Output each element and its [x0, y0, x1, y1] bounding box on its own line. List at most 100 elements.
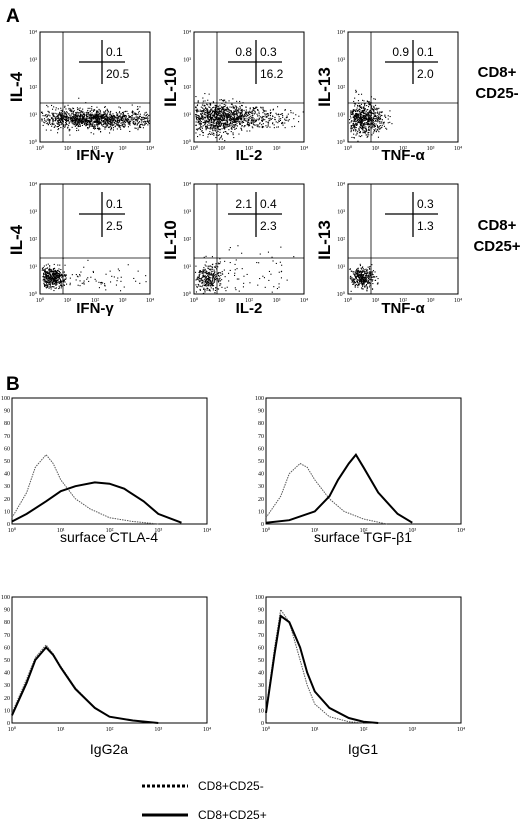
event-dot [364, 105, 366, 107]
event-dot [59, 112, 61, 114]
dotplot-ytick: 10⁴ [29, 30, 37, 36]
histogram-ctla4: surface CTLA-4 [11, 397, 208, 545]
event-dot [217, 117, 219, 119]
event-dot [60, 269, 62, 271]
event-dot [58, 287, 60, 289]
event-dot [280, 271, 282, 273]
event-dot [46, 281, 48, 283]
event-dot [362, 119, 364, 121]
event-dot [357, 105, 359, 107]
event-dot [104, 128, 106, 130]
event-dot [206, 127, 208, 129]
event-dot [370, 96, 372, 98]
hist-ytick: 50 [258, 459, 264, 465]
event-dot [381, 126, 383, 128]
event-dot [74, 115, 76, 117]
event-dot [232, 106, 234, 108]
event-dot [220, 283, 222, 285]
event-dot [367, 274, 369, 276]
event-dot [52, 273, 54, 275]
event-dot [49, 267, 51, 269]
event-dot [286, 279, 288, 281]
event-dot [45, 276, 47, 278]
event-dot [354, 127, 356, 129]
event-dot [373, 98, 375, 100]
event-dot [49, 121, 51, 123]
event-dot [43, 118, 45, 120]
event-dot [108, 123, 110, 125]
event-dot [143, 118, 145, 120]
event-dot [84, 119, 86, 121]
event-dot [236, 115, 238, 117]
event-dot [72, 107, 74, 109]
event-dot [223, 108, 225, 110]
event-dot [75, 121, 77, 123]
event-dot [362, 120, 364, 122]
event-dot [47, 285, 49, 287]
event-dot [225, 113, 227, 115]
event-dot [370, 125, 372, 127]
event-dot [380, 127, 382, 129]
event-dot [353, 121, 355, 123]
event-dot [262, 106, 264, 108]
event-dot [195, 284, 197, 286]
event-dot [103, 117, 105, 119]
event-dot [78, 120, 80, 122]
event-dot [260, 106, 262, 108]
event-dot [111, 122, 113, 124]
event-dot [229, 118, 231, 120]
event-dot [64, 278, 66, 280]
event-dot [359, 265, 361, 267]
event-dot [223, 119, 225, 121]
event-dot [280, 246, 282, 248]
event-dot [212, 289, 214, 291]
event-dot [139, 113, 141, 115]
event-dot [54, 281, 56, 283]
event-dot [45, 114, 47, 116]
event-dot [269, 109, 271, 111]
event-dot [360, 113, 362, 115]
event-dot [204, 278, 206, 280]
event-dot [211, 284, 213, 286]
event-dot [210, 285, 212, 287]
event-dot [241, 252, 243, 254]
event-dot [256, 262, 258, 264]
event-dot [56, 116, 58, 118]
event-dot [127, 113, 129, 115]
event-dot [108, 117, 110, 119]
event-dot [56, 269, 58, 271]
event-dot [205, 270, 207, 272]
event-dot [98, 129, 100, 131]
event-dot [212, 118, 214, 120]
event-dot [363, 125, 365, 127]
event-dot [45, 287, 47, 289]
event-dot [287, 113, 289, 115]
event-dot [384, 114, 386, 116]
event-dot [96, 128, 98, 130]
event-dot [197, 114, 199, 116]
event-dot [145, 120, 147, 122]
event-dot [358, 282, 360, 284]
dotplot-xtick: 10¹ [218, 146, 226, 152]
quad-lr-r2c1: 2.5 [106, 219, 123, 233]
event-dot [64, 105, 66, 107]
event-dot [206, 111, 208, 113]
event-dot [362, 266, 364, 268]
event-dot [369, 112, 371, 114]
event-dot [219, 283, 221, 285]
event-dot [364, 104, 366, 106]
event-dot [76, 115, 78, 117]
event-dot [84, 114, 86, 116]
event-dot [369, 111, 371, 113]
event-dot [379, 117, 381, 119]
event-dot [112, 120, 114, 122]
hist-ytick: 90 [258, 409, 264, 415]
event-dot [357, 140, 359, 142]
event-dot [74, 120, 76, 122]
event-dot [91, 117, 93, 119]
event-dot [370, 115, 372, 117]
event-dot [48, 281, 50, 283]
event-dot [62, 277, 64, 279]
dotplot-xtick: 10¹ [64, 298, 72, 304]
event-dot [265, 121, 267, 123]
